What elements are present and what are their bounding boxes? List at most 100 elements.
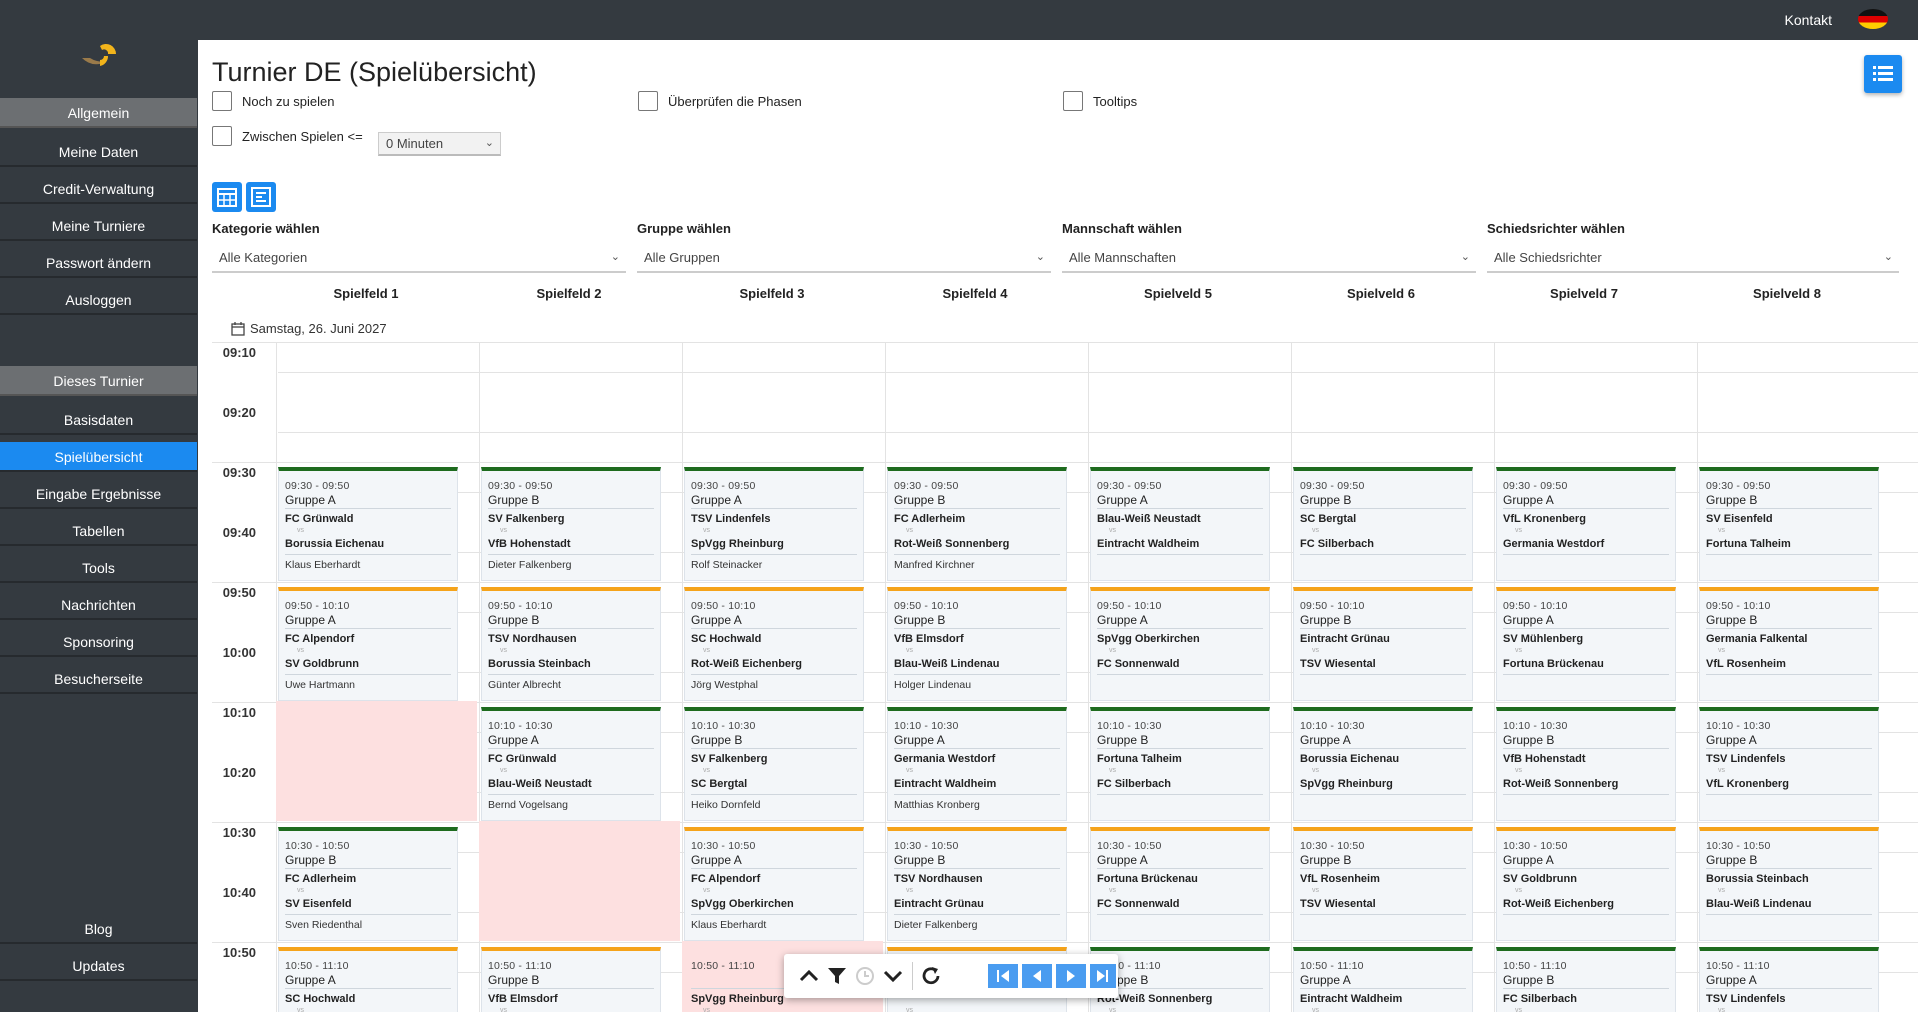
filter-button[interactable] [824,963,850,989]
match-group: Gruppe B [894,853,946,867]
checkbox-box[interactable] [1063,91,1083,111]
match-card[interactable]: 10:10 - 10:30 Gruppe B VfB Hohenstadt vs Rot… [1496,707,1676,821]
list-view-button[interactable] [1864,55,1902,93]
phasen-checkbox[interactable]: Überprüfen die Phasen [638,90,802,112]
match-card[interactable]: 09:30 - 09:50 Gruppe A VfL Kronenberg vs Ger… [1496,467,1676,581]
match-card[interactable]: 09:50 - 10:10 Gruppe B Germania Falkental v… [1699,587,1879,701]
match-card[interactable]: 10:30 - 10:50 Gruppe A SV Goldbrunn vs Rot-W… [1496,827,1676,941]
sidebar-item-2[interactable]: Meine Turniere [0,211,197,241]
match-card[interactable]: 09:50 - 10:10 Gruppe B VfB Elmsdorf vs Blau-… [887,587,1067,701]
vs-label: vs [1515,647,1522,654]
filter-select[interactable]: Alle Kategorien ⌄ [212,243,626,273]
filter-select[interactable]: Alle Gruppen ⌄ [637,243,1051,273]
tooltips-checkbox[interactable]: Tooltips [1063,90,1137,112]
vs-label: vs [297,527,304,534]
sidebar-item-spiel-bersicht[interactable]: Spielübersicht [0,442,197,472]
sidebar-item-tabellen[interactable]: Tabellen [0,516,197,546]
sidebar-item-tools[interactable]: Tools [0,553,197,583]
sidebar-item-4[interactable]: Ausloggen [0,285,197,315]
match-card[interactable]: 09:30 - 09:50 Gruppe A Blau-Weiß Neustadt v… [1090,467,1270,581]
match-card[interactable]: 09:50 - 10:10 Gruppe A FC Alpendorf vs SV Go… [278,587,458,701]
match-card[interactable]: 10:10 - 10:30 Gruppe B Fortuna Talheim vs FC… [1090,707,1270,821]
timeline-view-button[interactable] [246,182,276,212]
zwischen-spielen-checkbox[interactable]: Zwischen Spielen <= [212,125,363,147]
home-team: SV Goldbrunn [1503,873,1577,885]
minutes-select[interactable]: 0 Minuten ⌄ [378,132,501,156]
sidebar-item-sponsoring[interactable]: Sponsoring [0,627,197,657]
match-card[interactable]: 10:50 - 11:10 Gruppe A TSV Lindenfels vs [1699,947,1879,1012]
empty-slot[interactable] [276,701,477,821]
referee: Bernd Vogelsang [488,799,568,811]
noch-zu-spielen-checkbox[interactable]: Noch zu spielen [212,90,335,112]
match-card[interactable]: 10:50 - 11:10 Gruppe B FC Silberbach vs [1496,947,1676,1012]
kontakt-link[interactable]: Kontakt [1784,12,1832,28]
next-button[interactable] [1056,964,1086,988]
match-card[interactable]: 10:30 - 10:50 Gruppe B FC Adlerheim vs SV Ei… [278,827,458,941]
calendar-icon [231,321,245,336]
match-card[interactable]: 10:10 - 10:30 Gruppe A FC Grünwald vs Blau-W… [481,707,661,821]
sidebar-item-basisdaten[interactable]: Basisdaten [0,405,197,435]
match-card[interactable]: 09:30 - 09:50 Gruppe A FC Grünwald vs Boruss… [278,467,458,581]
last-page-button[interactable] [1090,964,1116,988]
match-card[interactable]: 09:30 - 09:50 Gruppe A TSV Lindenfels vs SpV… [684,467,864,581]
match-card[interactable]: 10:10 - 10:30 Gruppe A Borussia Eichenau vs… [1293,707,1473,821]
match-card[interactable]: 10:50 - 11:10 Gruppe A Eintracht Waldheim v… [1293,947,1473,1012]
match-card[interactable]: 09:30 - 09:50 Gruppe B SC Bergtal vs FC Silb… [1293,467,1473,581]
sidebar-section-dieses-turnier[interactable]: Dieses Turnier [0,366,197,396]
match-card[interactable]: 10:30 - 10:50 Gruppe B Borussia Steinbach v… [1699,827,1879,941]
first-page-button[interactable] [988,964,1018,988]
scroll-up-button[interactable] [796,963,822,989]
checkbox-box[interactable] [212,91,232,111]
match-card[interactable]: 10:30 - 10:50 Gruppe A Fortuna Brückenau vs… [1090,827,1270,941]
german-flag-icon[interactable] [1858,9,1888,29]
match-card[interactable]: 10:50 - 11:10 Gruppe A SC Hochwald vs [278,947,458,1012]
match-card[interactable]: 09:50 - 10:10 Gruppe A SpVgg Oberkirchen vs… [1090,587,1270,701]
match-card[interactable]: 10:50 - 11:10 Gruppe B VfB Elmsdorf vs [481,947,661,1012]
match-card[interactable]: 09:50 - 10:10 Gruppe B TSV Nordhausen vs Bor… [481,587,661,701]
match-card[interactable]: 10:50 - 11:10 SpVgg Rheinburg vs [684,947,864,1012]
scroll-down-button[interactable] [880,963,906,989]
vs-label: vs [1109,527,1116,534]
chevron-up-icon [799,969,819,982]
match-time: 10:10 - 10:30 [1097,720,1162,732]
vs-label: vs [500,767,507,774]
previous-button[interactable] [1022,964,1052,988]
sidebar-section-allgemein[interactable]: Allgemein [0,98,197,128]
sidebar-item-3[interactable]: Passwort ändern [0,248,197,278]
match-card[interactable]: 10:30 - 10:50 Gruppe A FC Alpendorf vs SpVgg… [684,827,864,941]
match-card[interactable]: 09:50 - 10:10 Gruppe B Eintracht Grünau vs T… [1293,587,1473,701]
divider [285,628,451,629]
grid-line [212,582,1918,583]
match-card[interactable]: 10:30 - 10:50 Gruppe B TSV Nordhausen vs Ein… [887,827,1067,941]
clock-button[interactable] [852,963,878,989]
calendar-grid-view-button[interactable] [212,182,242,212]
filter-select[interactable]: Alle Mannschaften ⌄ [1062,243,1476,273]
checkbox-box[interactable] [212,126,232,146]
sidebar-item-blog[interactable]: Blog [0,914,197,944]
sidebar-item-0[interactable]: Meine Daten [0,137,197,167]
match-card[interactable]: 10:10 - 10:30 Gruppe A TSV Lindenfels vs VfL… [1699,707,1879,821]
checkbox-box[interactable] [638,91,658,111]
match-card[interactable]: 10:30 - 10:50 Gruppe B VfL Rosenheim vs TSV … [1293,827,1473,941]
match-card[interactable]: 10:10 - 10:30 Gruppe B SV Falkenberg vs SC B… [684,707,864,821]
filter-select[interactable]: Alle Schiedsrichter ⌄ [1487,243,1899,273]
refresh-button[interactable] [918,963,944,989]
match-card[interactable]: 09:30 - 09:50 Gruppe B SV Falkenberg vs VfB … [481,467,661,581]
sidebar-item-eingabe-ergebnisse[interactable]: Eingabe Ergebnisse [0,479,197,509]
sidebar-item-besucherseite[interactable]: Besucherseite [0,664,197,694]
match-card[interactable]: 10:50 - 11:10 Gruppe B Rot-Weiß Sonnenberg… [1090,947,1270,1012]
match-card[interactable]: 09:30 - 09:50 Gruppe B SV Eisenfeld vs Fortu… [1699,467,1879,581]
match-card[interactable]: 09:50 - 10:10 Gruppe A SC Hochwald vs Rot-We… [684,587,864,701]
empty-slot[interactable] [479,821,680,941]
match-card[interactable]: 09:50 - 10:10 Gruppe A SV Mühlenberg vs Fort… [1496,587,1676,701]
match-time: 10:10 - 10:30 [488,720,553,732]
sidebar-item-updates[interactable]: Updates [0,951,197,981]
sidebar-item-nachrichten[interactable]: Nachrichten [0,590,197,620]
away-team: VfB Hohenstadt [488,538,571,550]
match-group: Gruppe A [1503,853,1554,867]
referee: Rolf Steinacker [691,559,763,571]
match-card[interactable]: 09:30 - 09:50 Gruppe B FC Adlerheim vs Rot-W… [887,467,1067,581]
divider [691,628,857,629]
match-card[interactable]: 10:10 - 10:30 Gruppe A Germania Westdorf vs… [887,707,1067,821]
sidebar-item-1[interactable]: Credit-Verwaltung [0,174,197,204]
